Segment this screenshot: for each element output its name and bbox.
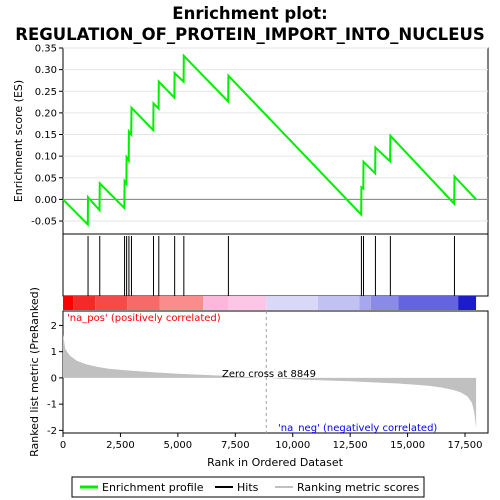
ranked-y-ticks: -2 -1 0 1 2 (47, 321, 63, 437)
es-y-tick-label: 0.15 (35, 130, 57, 141)
x-tick-label: 2,500 (106, 440, 135, 451)
es-y-tick-label: 0.00 (35, 195, 57, 206)
es-y-tick-label: 0.35 (35, 44, 57, 55)
x-tick-label: 0 (60, 440, 66, 451)
colorbar-segment (266, 296, 318, 310)
ranked-y-tick-label: 2 (51, 321, 57, 332)
colorbar-segment (203, 296, 229, 310)
title-line-2: REGULATION_OF_PROTEIN_IMPORT_INTO_NUCLEU… (15, 25, 485, 44)
x-tick-label: 15,000 (390, 440, 425, 451)
legend-frame (71, 476, 425, 498)
legend-label-ranking-metric: Ranking metric scores (297, 481, 419, 494)
es-y-tick-label: 0.05 (35, 173, 57, 184)
colorbar-segment (398, 296, 459, 310)
enrichment-profile-line (62, 53, 477, 227)
ranked-y-tick-label: -2 (47, 426, 57, 437)
x-tick-label: 5,000 (164, 440, 193, 451)
es-y-tick-label: 0.10 (35, 152, 57, 163)
colorbar-segment (458, 296, 477, 310)
ranking-metric-area (63, 334, 477, 428)
es-panel-frame (62, 47, 489, 235)
hits-marks (87, 236, 455, 296)
colorbar-segment (159, 296, 204, 310)
legend: Enrichment profile Hits Ranking metric s… (71, 476, 425, 498)
colorbar-segment (359, 296, 371, 310)
es-y-tick-label: 0.30 (35, 65, 57, 76)
es-y-ticks: -0.05 0.00 0.05 0.10 0.15 0.20 0.25 0.30 0.35 (31, 44, 63, 228)
x-tick-label: 10,000 (275, 440, 310, 451)
legend-label-enrichment-profile: Enrichment profile (102, 481, 204, 494)
ranked-y-tick-label: -1 (47, 400, 57, 411)
colorbar-segment (228, 296, 267, 310)
colorbar-segment (73, 296, 96, 310)
es-y-tick-label: 0.25 (35, 87, 57, 98)
colorbar-segment (370, 296, 399, 310)
x-tick-label: 12,500 (333, 440, 368, 451)
ranked-y-axis-label: Ranked list metric (PreRanked) (28, 287, 41, 457)
neg-correlated-label: 'na_neg' (negatively correlated) (278, 423, 437, 434)
es-y-tick-label: 0.20 (35, 108, 57, 119)
colorbar-segment (318, 296, 360, 310)
colorbar-segment (95, 296, 128, 310)
es-y-axis-label: Enrichment score (ES) (12, 80, 25, 202)
zero-cross-label: Zero cross at 8849 (222, 369, 316, 380)
colorbar-segment (63, 296, 74, 310)
ranked-x-ticks: 0 2,500 5,000 7,500 10,000 12,500 15,000 17,500 (60, 433, 483, 451)
legend-label-hits: Hits (237, 481, 259, 494)
es-y-tick-label: -0.05 (31, 217, 57, 228)
x-axis-label: Rank in Ordered Dataset (207, 456, 344, 469)
x-tick-label: 17,500 (448, 440, 483, 451)
ranked-y-tick-label: 1 (51, 347, 57, 358)
ranked-y-tick-label: 0 (51, 373, 57, 384)
x-tick-label: 7,500 (221, 440, 250, 451)
title-line-1: Enrichment plot: (172, 4, 327, 23)
colorbar-segment (127, 296, 160, 310)
ranked-list-colorbar (63, 296, 477, 310)
hits-panel-frame (62, 233, 489, 297)
pos-correlated-label: 'na_pos' (positively correlated) (67, 313, 221, 324)
